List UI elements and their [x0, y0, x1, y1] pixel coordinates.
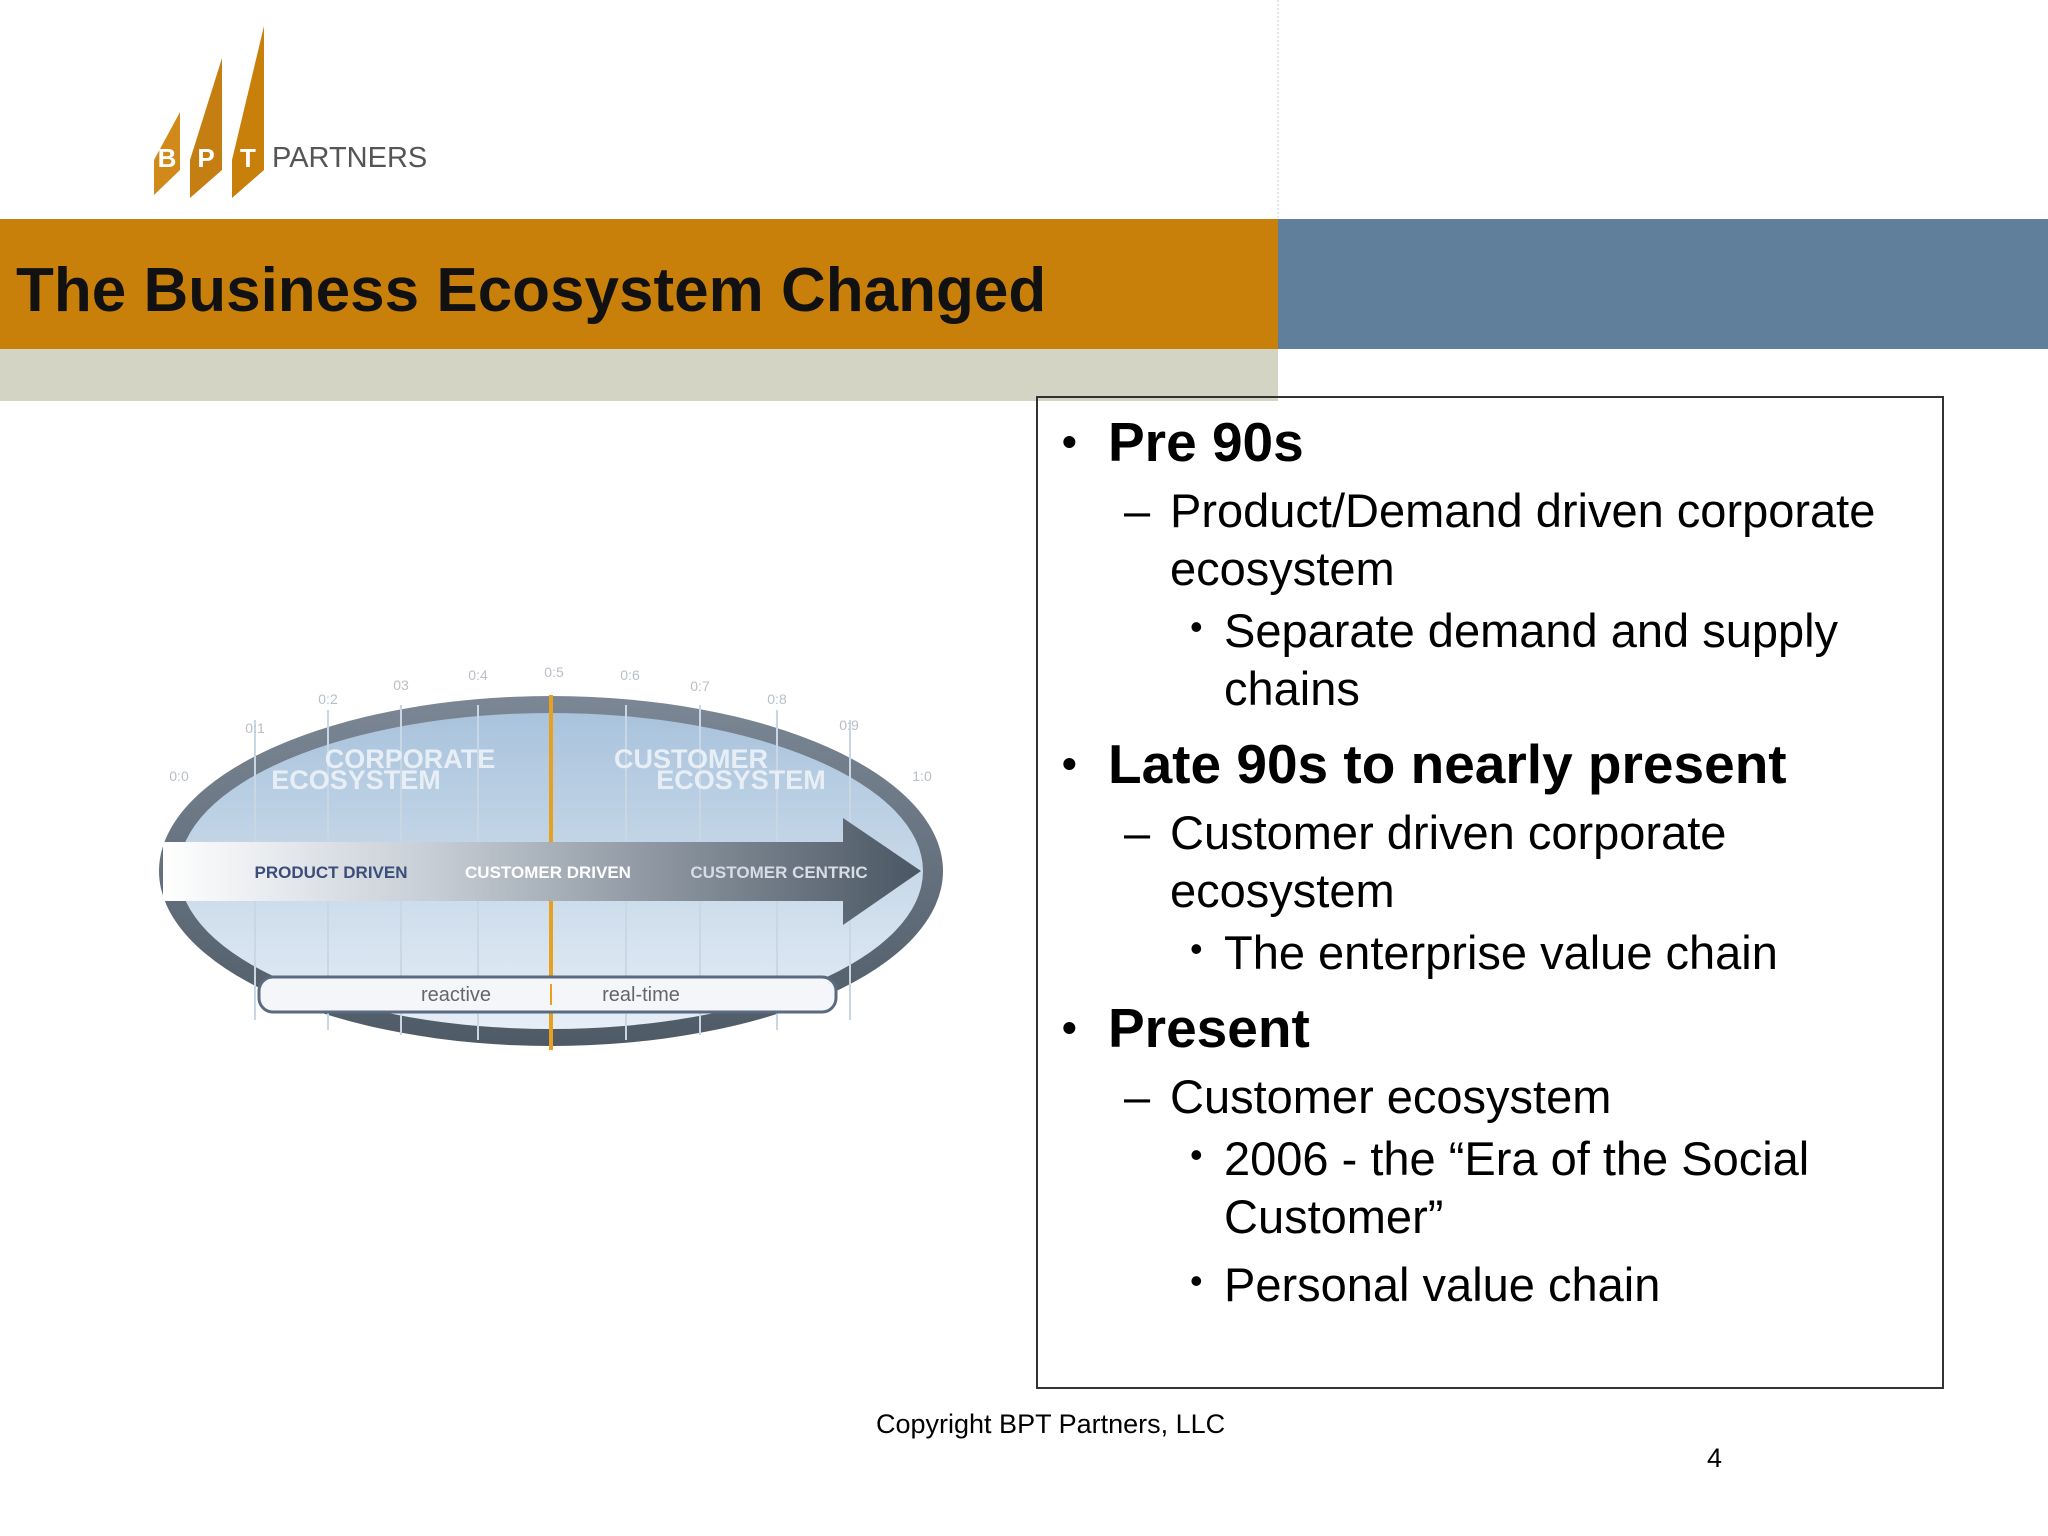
title-band [0, 219, 1278, 349]
sub-band [0, 349, 1278, 401]
stage-label: CUSTOMER CENTRIC [690, 863, 867, 882]
scale-label: 0:8 [767, 691, 787, 707]
logo: B P T PARTNERS [154, 26, 427, 198]
scale-label: 0:7 [690, 678, 710, 694]
region-label: ECOSYSTEM [656, 765, 826, 795]
arrow [163, 818, 921, 925]
scale-label: 0:1 [245, 720, 265, 736]
sub-bullet: Customer driven corporate ecosystem [1124, 804, 1922, 920]
sub-bullet: Customer ecosystem [1124, 1068, 1922, 1126]
mode-bar [257, 975, 838, 1014]
bullet: Pre 90s [1062, 412, 1942, 472]
scale-label: 03 [393, 677, 409, 693]
scale-label: 0:4 [468, 667, 488, 683]
slide-title: The Business Ecosystem Changed [16, 256, 1046, 325]
scale-label: 0:6 [620, 667, 640, 683]
bullet-box: Pre 90s Product/Demand driven corporate … [1036, 396, 1944, 1389]
region-label: CUSTOMER [614, 744, 768, 774]
scale-label: 0:0 [169, 768, 189, 784]
logo-letter: P [197, 143, 214, 173]
scale-label: 0:2 [318, 691, 338, 707]
scale-label: 1:0 [912, 768, 932, 784]
region-label: CORPORATE [325, 744, 496, 774]
mode-label: real-time [602, 984, 680, 1006]
logo-letter: B [158, 143, 177, 173]
sub-sub-bullet: 2006 - the “Era of the Social Customer” [1190, 1126, 1902, 1246]
scale-label: 0:9 [839, 717, 859, 733]
bullet: Late 90s to nearly present [1062, 734, 1942, 794]
sub-sub-bullet: Personal value chain [1190, 1252, 1902, 1314]
sub-sub-bullet: The enterprise value chain [1190, 920, 1902, 982]
mode-label: reactive [421, 984, 491, 1006]
stage-label: PRODUCT DRIVEN [254, 863, 407, 882]
copyright: Copyright BPT Partners, LLC [876, 1409, 1226, 1439]
logo-name: PARTNERS [272, 142, 427, 174]
ecosystem-diagram: 0:0 0:1 0:2 03 0:4 0:5 0:6 0:7 0:8 0:9 1… [159, 664, 943, 1050]
accent-band [1278, 219, 2048, 349]
scale-label: 0:5 [544, 664, 564, 680]
page-number: 4 [1707, 1443, 1723, 1473]
stage-label: CUSTOMER DRIVEN [465, 863, 631, 882]
logo-letter: T [240, 143, 256, 173]
bullet: Present [1062, 998, 1942, 1058]
sub-bullet: Product/Demand driven corporate ecosyste… [1124, 482, 1922, 598]
region-label: ECOSYSTEM [271, 765, 441, 795]
sub-sub-bullet: Separate demand and supply chains [1190, 598, 1902, 718]
